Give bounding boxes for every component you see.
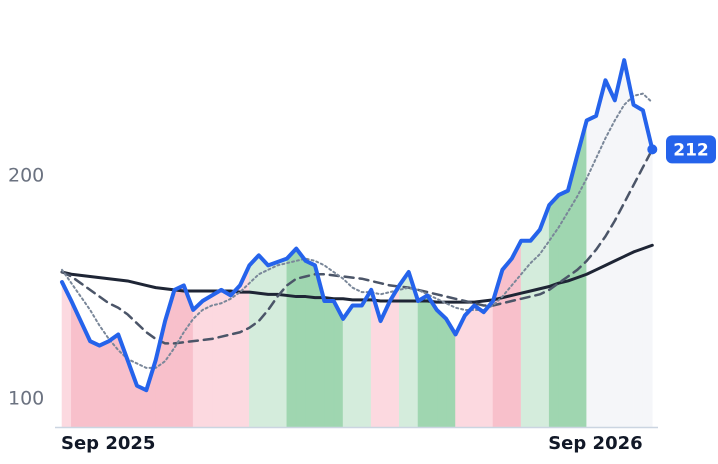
shaded-area <box>352 305 363 428</box>
shaded-area <box>61 281 72 428</box>
shaded-area <box>502 257 513 428</box>
shaded-area <box>483 300 494 428</box>
x-tick-label: Sep 2025 <box>61 433 155 454</box>
shaded-area <box>99 340 110 428</box>
shaded-area <box>464 304 475 428</box>
shaded-area <box>605 80 616 428</box>
shaded-area <box>305 260 316 428</box>
shaded-area <box>267 261 278 428</box>
shaded-area <box>399 271 409 428</box>
shaded-area <box>427 294 438 428</box>
series-line <box>61 92 654 369</box>
shaded-area <box>258 254 269 428</box>
y-tick-label: 100 <box>8 388 44 410</box>
value-label: 212 <box>673 140 709 160</box>
shaded-area <box>436 309 447 428</box>
shaded-area <box>511 240 522 428</box>
shaded-area <box>192 300 203 428</box>
shaded-area <box>89 340 100 428</box>
shaded-area <box>220 289 231 428</box>
shaded-area <box>202 294 213 428</box>
shaded-area <box>249 254 260 428</box>
shaded-area <box>136 385 147 428</box>
shaded-area <box>324 300 335 428</box>
value-badge <box>666 135 716 164</box>
y-tick-label: 200 <box>8 165 44 187</box>
series-line <box>60 243 654 304</box>
shaded-area <box>539 205 550 428</box>
shaded-area <box>342 304 353 428</box>
shaded-area <box>389 284 400 428</box>
shaded-area <box>361 288 372 428</box>
shaded-area <box>473 304 484 428</box>
shaded-area <box>286 247 297 428</box>
series-line <box>60 58 655 393</box>
end-point <box>647 144 658 155</box>
shaded-area <box>230 284 241 428</box>
shaded-area <box>211 289 222 428</box>
shaded-area <box>277 258 288 428</box>
shaded-area <box>633 104 644 428</box>
shaded-area <box>417 294 428 428</box>
x-tick-label: Sep 2026 <box>548 433 642 454</box>
shaded-area <box>174 284 185 428</box>
shaded-area <box>295 247 306 428</box>
shaded-area <box>595 80 606 428</box>
shaded-area <box>614 60 625 428</box>
shaded-area <box>567 154 578 428</box>
shaded-area <box>623 60 634 428</box>
